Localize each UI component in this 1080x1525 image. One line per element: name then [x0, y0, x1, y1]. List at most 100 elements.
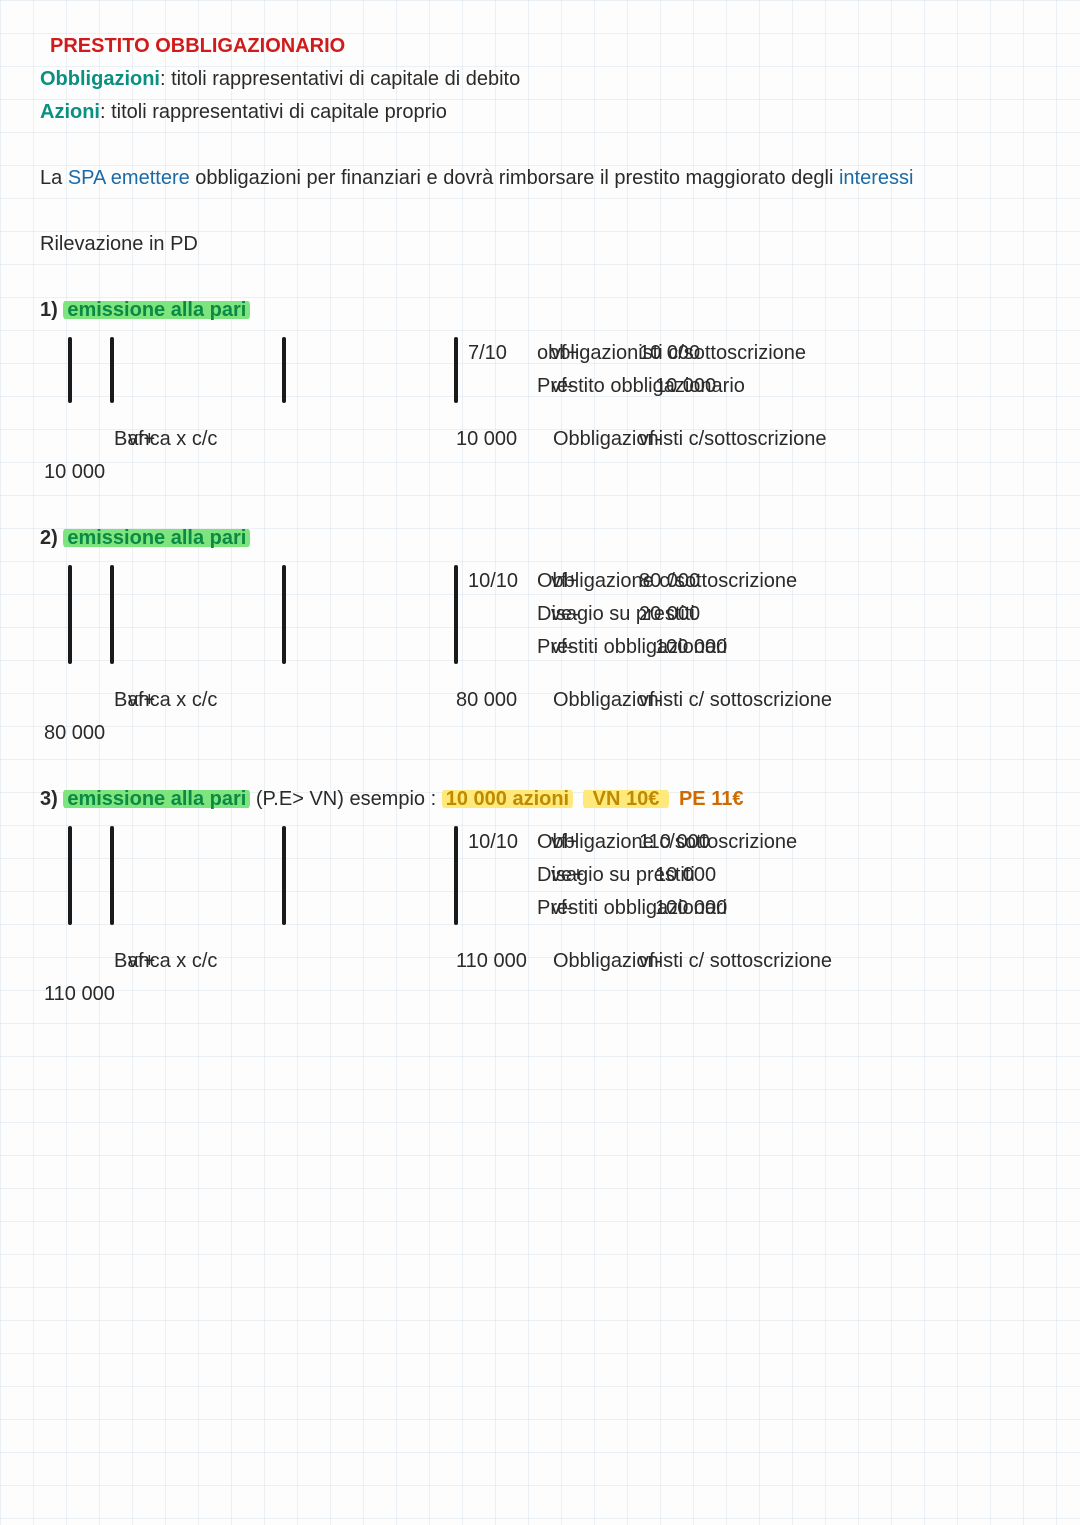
- l1r2-desc: Prestito obbligazionario: [531, 370, 539, 403]
- l2r2-vf: ve-: [547, 598, 627, 631]
- l1r2-cred: 10 000: [651, 370, 751, 403]
- l3b2-cred: 110 000: [40, 978, 100, 1011]
- l3r2-cred: 10 000: [651, 859, 751, 892]
- term-azioni: Azioni: [40, 101, 100, 123]
- l2b1-vf: vf+: [124, 684, 444, 717]
- l3r2-desc: Disagio su prestiti: [531, 859, 539, 892]
- l1r2-deb: [635, 370, 643, 403]
- l3r3-cred: 100 000: [651, 892, 751, 925]
- section-1-heading: 1) emissione alla pari: [40, 294, 1040, 327]
- l3r1-vf: vf+: [547, 826, 627, 859]
- bar-icon: [68, 337, 72, 403]
- l2r3-vf: vf-: [547, 631, 627, 664]
- l1b1-cred: [468, 423, 523, 456]
- l3r3-vf: vf-: [547, 892, 627, 925]
- s3-highlight: emissione alla pari: [63, 788, 250, 810]
- ledger3-date: 10/10: [468, 826, 523, 859]
- l2b2-vf: vf-: [635, 684, 643, 717]
- ledger-3: 10/10 Obbligazione c/sottoscrizione vf+ …: [40, 826, 1040, 1011]
- definition-1: Obbligazioni: titoli rappresentativi di …: [40, 63, 1040, 96]
- l3b1-desc: Banca x c/c: [108, 945, 116, 978]
- bar-icon: [68, 565, 72, 664]
- l1r1-cred: [651, 337, 751, 370]
- l2r1-vf: vf+: [547, 565, 627, 598]
- definition-2: Azioni: titoli rappresentativi di capita…: [40, 96, 1040, 129]
- l1r2-vf: vf-: [547, 370, 627, 403]
- l3r1-cred: [651, 826, 751, 859]
- p1-spa: SPA emettere: [68, 167, 190, 189]
- l3r1-desc: Obbligazione c/sottoscrizione: [531, 826, 539, 859]
- l2r2-cred: [651, 598, 751, 631]
- l3r3-deb: [635, 892, 643, 925]
- l1b2-deb: [651, 423, 751, 456]
- term-obbligazioni: Obbligazioni: [40, 68, 160, 90]
- l1r1-deb: 10 000: [635, 337, 643, 370]
- l1b2-vf: vf-: [635, 423, 643, 456]
- bar-icon: [454, 826, 458, 925]
- s2-highlight: emissione alla pari: [63, 527, 250, 549]
- s3-pe: PE 11€: [679, 788, 744, 810]
- p1-interessi: interessi: [839, 167, 913, 189]
- l2b1-desc: Banca x c/c: [108, 684, 116, 717]
- l1b1-deb: 10 000: [452, 423, 460, 456]
- s2-num: 2): [40, 527, 63, 549]
- l3b2-deb: [651, 945, 751, 978]
- bar-icon: [454, 337, 458, 403]
- l3r2-vf: ve+: [547, 859, 627, 892]
- def2-text: : titoli rappresentativi di capitale pro…: [100, 101, 447, 123]
- l2b2-cred: 80 000: [40, 717, 100, 750]
- bar-icon: [282, 826, 286, 925]
- ledger2-date: 10/10: [468, 565, 523, 598]
- l3b2-desc: Obbligazionisti c/ sottoscrizione: [547, 945, 627, 978]
- l2b2-desc: Obbligazionisti c/ sottoscrizione: [547, 684, 627, 717]
- l3r1-deb: 110 000: [635, 826, 643, 859]
- p1-a: La: [40, 167, 68, 189]
- l3b2-vf: vf-: [635, 945, 643, 978]
- l1b1-vf: vf+: [124, 423, 444, 456]
- l2r3-cred: 100 000: [651, 631, 751, 664]
- l1b1-desc: Banca x c/c: [108, 423, 116, 456]
- l2r3-desc: Prestiti obbligazionari: [531, 631, 539, 664]
- l3b1-vf: vf+: [124, 945, 444, 978]
- ledger-2: 10/10 Obbligazione c/sottoscrizione vf+ …: [40, 565, 1040, 750]
- l2b1-cred: [468, 684, 523, 717]
- l2r3-deb: [635, 631, 643, 664]
- s3-rest: (P.E> VN) esempio :: [250, 788, 441, 810]
- bar-icon: [68, 826, 72, 925]
- l1r1-vf: vf+: [547, 337, 627, 370]
- l3b1-cred: [468, 945, 523, 978]
- s3-vn: VN 10€: [583, 788, 669, 810]
- l2r1-deb: 80 000: [635, 565, 643, 598]
- l1r1-desc: obbligazionisti c/sottoscrizione: [531, 337, 539, 370]
- l3r3-desc: Prestiti obbligazionari: [531, 892, 539, 925]
- s1-num: 1): [40, 299, 63, 321]
- paragraph-1: La SPA emettere obbligazioni per finanzi…: [40, 162, 1040, 195]
- l2b1-deb: 80 000: [452, 684, 460, 717]
- ledger1-date: 7/10: [468, 337, 523, 370]
- paragraph-2: Rilevazione in PD: [40, 228, 1040, 261]
- bar-icon: [110, 337, 114, 403]
- l2r1-cred: [651, 565, 751, 598]
- s3-yellow: 10 000 azioni: [442, 788, 573, 810]
- l2b2-deb: [651, 684, 751, 717]
- section-2-heading: 2) emissione alla pari: [40, 522, 1040, 555]
- bar-icon: [110, 565, 114, 664]
- bar-icon: [282, 565, 286, 664]
- bar-icon: [110, 826, 114, 925]
- bar-icon: [454, 565, 458, 664]
- s1-highlight: emissione alla pari: [63, 299, 250, 321]
- ledger-1: 7/10 obbligazionisti c/sottoscrizione vf…: [40, 337, 1040, 489]
- l1b2-cred: 10 000: [40, 456, 100, 489]
- l2r2-desc: Disagio su prestiti: [531, 598, 539, 631]
- l3b1-deb: 110 000: [452, 945, 460, 978]
- section-3-heading: 3) emissione alla pari (P.E> VN) esempio…: [40, 783, 1040, 816]
- l3r2-deb: [635, 859, 643, 892]
- bar-icon: [282, 337, 286, 403]
- def1-text: : titoli rappresentativi di capitale di …: [160, 68, 520, 90]
- s3-num: 3): [40, 788, 63, 810]
- l2r1-desc: Obbligazione c/sottoscrizione: [531, 565, 539, 598]
- p1-c: obbligazioni per finanziari e dovrà rimb…: [190, 167, 839, 189]
- page-title: PRESTITO OBBLIGAZIONARIO: [50, 30, 1040, 63]
- l1b2-desc: Obbligazionisti c/sottoscrizione: [547, 423, 627, 456]
- l2r2-deb: 20 000: [635, 598, 643, 631]
